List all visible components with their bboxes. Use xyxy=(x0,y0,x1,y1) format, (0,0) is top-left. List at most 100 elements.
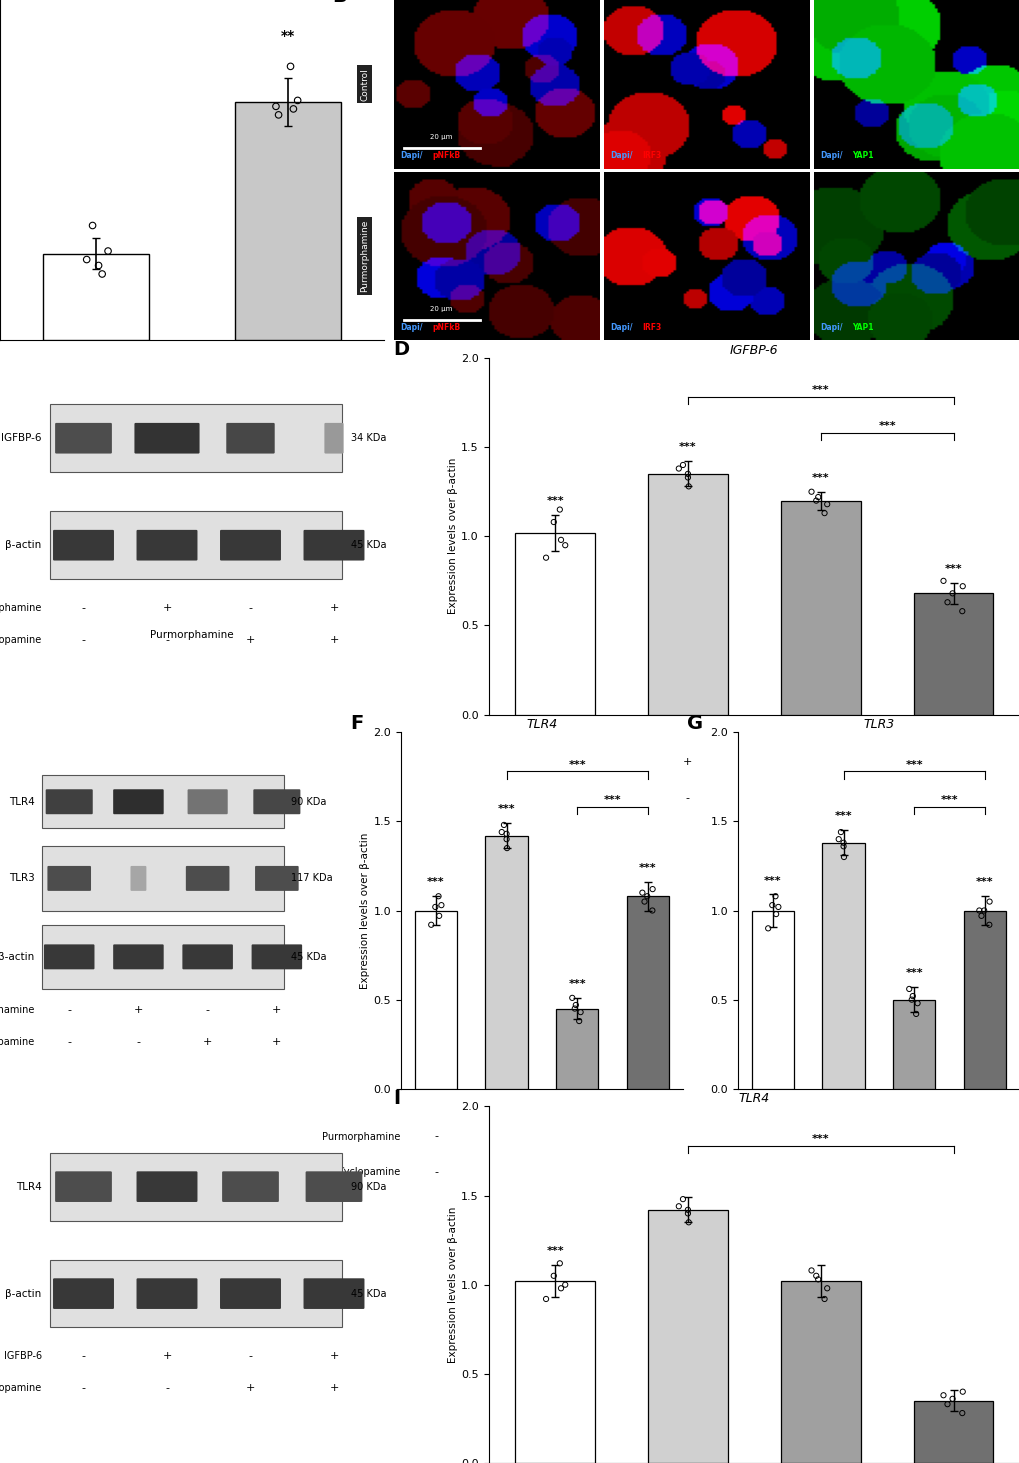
Text: +: + xyxy=(282,528,292,541)
FancyBboxPatch shape xyxy=(55,423,112,454)
Text: +: + xyxy=(162,1350,171,1361)
Text: -: - xyxy=(552,758,556,768)
Point xyxy=(835,831,851,854)
Point xyxy=(835,834,851,857)
Text: -: - xyxy=(82,635,86,645)
Point xyxy=(679,1201,695,1225)
Text: IRF3: IRF3 xyxy=(641,323,660,332)
Text: ***: *** xyxy=(877,421,895,432)
Point xyxy=(903,988,919,1011)
Point xyxy=(815,502,832,525)
Point xyxy=(975,898,991,922)
Bar xyxy=(515,1282,594,1463)
Point xyxy=(944,582,960,606)
Point xyxy=(545,511,561,534)
Text: -: - xyxy=(82,1350,86,1361)
Text: -: - xyxy=(818,758,822,768)
Text: 20 μm: 20 μm xyxy=(430,306,452,312)
Text: G: G xyxy=(686,714,702,733)
FancyBboxPatch shape xyxy=(137,530,198,560)
Point xyxy=(552,1277,569,1301)
Text: Dapi/: Dapi/ xyxy=(399,151,422,159)
Text: Dapi/: Dapi/ xyxy=(819,323,842,332)
Text: Cyclopamine: Cyclopamine xyxy=(674,1167,737,1178)
Point xyxy=(433,894,449,917)
Text: Cyclopamine: Cyclopamine xyxy=(0,1383,42,1393)
Text: 34 KDa: 34 KDa xyxy=(351,433,385,443)
Y-axis label: Expression levels over β-actin: Expression levels over β-actin xyxy=(448,458,458,614)
Y-axis label: Expression levels over β-actin: Expression levels over β-actin xyxy=(448,1207,458,1364)
Point xyxy=(954,575,970,598)
FancyBboxPatch shape xyxy=(50,404,342,473)
Point xyxy=(537,546,553,569)
Point xyxy=(493,821,510,844)
Text: Purmorphamine: Purmorphamine xyxy=(360,219,369,293)
Text: IGFBP-6: IGFBP-6 xyxy=(4,1350,42,1361)
Text: ***: *** xyxy=(568,759,585,770)
FancyBboxPatch shape xyxy=(222,1172,278,1203)
Text: Purmorphamine: Purmorphamine xyxy=(658,1131,737,1141)
Text: -: - xyxy=(165,635,169,645)
FancyBboxPatch shape xyxy=(42,846,283,910)
Bar xyxy=(415,910,457,1088)
Text: +: + xyxy=(329,1383,338,1393)
Point xyxy=(809,1267,825,1290)
Text: Purmorphamine: Purmorphamine xyxy=(0,1005,35,1015)
Text: +: + xyxy=(329,1350,338,1361)
FancyBboxPatch shape xyxy=(50,512,342,579)
Bar xyxy=(751,910,794,1088)
Text: ***: *** xyxy=(546,1246,564,1257)
FancyBboxPatch shape xyxy=(253,789,301,815)
Title: IGFBP-6: IGFBP-6 xyxy=(730,344,777,357)
FancyBboxPatch shape xyxy=(44,945,95,970)
Text: β-actin: β-actin xyxy=(5,540,42,550)
Point xyxy=(904,985,920,1008)
Text: -: - xyxy=(504,1167,508,1178)
Point xyxy=(818,493,835,516)
Point xyxy=(551,497,568,521)
Text: ***: *** xyxy=(905,969,922,979)
Point xyxy=(938,1393,955,1416)
Text: +: + xyxy=(642,1167,652,1178)
Text: -: - xyxy=(137,1037,141,1048)
Text: Cyclopamine: Cyclopamine xyxy=(425,793,488,803)
Text: pNFkB: pNFkB xyxy=(431,323,460,332)
Text: ***: *** xyxy=(568,979,585,989)
Text: -: - xyxy=(249,603,253,613)
Text: -: - xyxy=(433,1167,437,1178)
Text: 117 KDa: 117 KDa xyxy=(290,873,332,884)
Point xyxy=(815,1287,832,1311)
Text: +: + xyxy=(979,1131,988,1141)
Bar xyxy=(626,897,668,1088)
Point xyxy=(680,1210,696,1233)
Point xyxy=(423,913,439,936)
Point xyxy=(679,462,695,486)
Text: YAP1: YAP1 xyxy=(851,323,873,332)
Text: Cyclopamine: Cyclopamine xyxy=(337,1167,400,1178)
Bar xyxy=(234,102,340,341)
Text: β-actin: β-actin xyxy=(5,1289,42,1299)
Point xyxy=(430,885,446,909)
Bar xyxy=(821,843,864,1088)
Text: +: + xyxy=(642,1131,652,1141)
Point xyxy=(636,890,652,913)
FancyBboxPatch shape xyxy=(137,1279,198,1309)
Text: +: + xyxy=(979,1167,988,1178)
Point xyxy=(934,1384,951,1407)
Point xyxy=(498,837,515,860)
Point xyxy=(78,247,95,271)
Bar xyxy=(781,500,860,714)
Point xyxy=(537,1287,553,1311)
Point xyxy=(807,1264,823,1287)
Point xyxy=(953,600,969,623)
Point xyxy=(675,1188,691,1211)
Title: TLR4: TLR4 xyxy=(738,1093,769,1105)
Text: +: + xyxy=(501,1131,511,1141)
Text: ***: *** xyxy=(497,805,515,815)
Text: -: - xyxy=(575,1131,579,1141)
Point xyxy=(763,894,780,917)
Point xyxy=(803,480,819,503)
FancyBboxPatch shape xyxy=(187,789,227,815)
Text: +: + xyxy=(329,635,338,645)
Text: TLR4: TLR4 xyxy=(9,797,35,806)
